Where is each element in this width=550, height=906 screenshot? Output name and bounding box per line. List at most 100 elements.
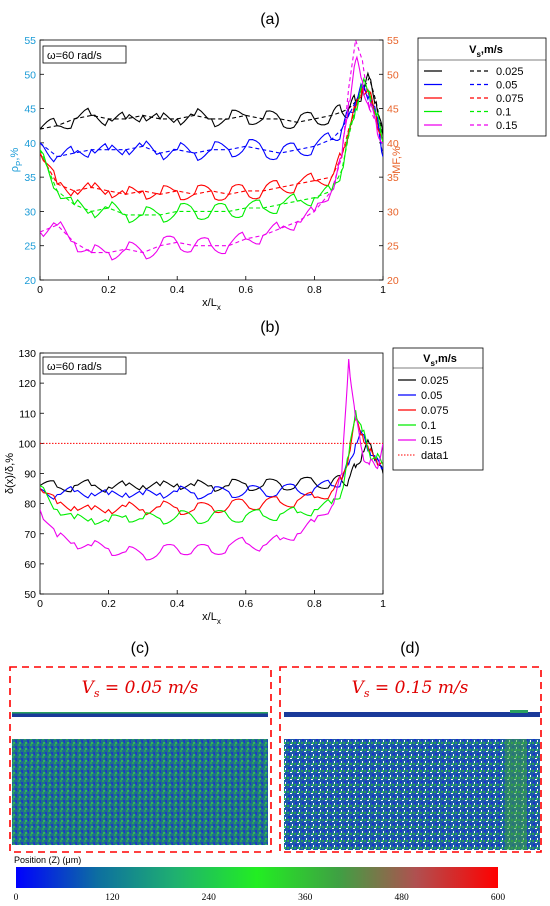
legend-b-box — [392, 347, 484, 471]
legend-b-label-0.15: 0.15 — [421, 435, 442, 447]
chart-a-y2-tick-label: 45 — [387, 104, 399, 116]
colorbar-ticks: 0 120 240 360 480 600 — [14, 893, 506, 903]
chart-b-y-tick-label: 90 — [24, 469, 36, 481]
panel-d-surface-map — [284, 739, 540, 850]
chart-b-x-tick-label: 0 — [37, 598, 43, 610]
chart-a-x-tick-label: 1 — [380, 284, 386, 296]
panel-d-title-var: V — [352, 678, 366, 698]
colorbar-tick-label: 0 — [14, 893, 19, 903]
panel-d-label: (d) — [400, 640, 420, 657]
panel-c-title-var: V — [82, 678, 96, 698]
panel-c-side-strip-edge — [12, 712, 268, 714]
chart-b-annotation-box — [42, 356, 127, 375]
chart-b-x-tick-label: 0.6 — [238, 598, 253, 610]
panel-a-label: (a) — [260, 11, 280, 28]
chart-a-y2-tick-label: 25 — [387, 241, 399, 253]
panel-d-side-bump — [510, 710, 528, 713]
chart-a-y2-tick-label: 30 — [387, 206, 399, 218]
chart-a-annotation: ω=60 rad/s — [47, 50, 102, 62]
legend-a-box — [417, 37, 547, 137]
chart-a-x-tick-label: 0.4 — [170, 284, 185, 296]
chart-a-y-tick-label: 40 — [24, 138, 36, 150]
chart-b: 0 0.2 0.4 0.6 0.8 1 50 60 70 80 90 100 110 120 130 x/Lx… — [4, 348, 386, 626]
chart-b-series-0.1 — [40, 410, 383, 526]
panel-c-side-strip — [12, 712, 268, 717]
chart-b-y-tick-label: 120 — [18, 378, 36, 390]
colorbar-tick-label: 120 — [105, 893, 120, 903]
chart-a-legend: Vs,m/s 0.025 0.050.075 0.10.15 — [417, 37, 547, 137]
panel-d-title-rest: = 0.15 m/s — [370, 678, 469, 698]
colorbar-tick-label: 480 — [394, 893, 409, 903]
panel-d-title-sub: s — [364, 687, 370, 700]
chart-a-x-tick-label: 0.6 — [238, 284, 253, 296]
chart-b-x-axis-label: x/Lx — [202, 611, 221, 626]
chart-b-y-tick-label: 130 — [18, 348, 36, 360]
chart-a-y-axis-label: ρP,% — [9, 148, 24, 173]
legend-b-label-0.025: 0.025 — [421, 375, 449, 387]
chart-a-plot-area — [39, 39, 384, 281]
chart-b-y-tick-label: 80 — [24, 499, 36, 511]
chart-a-y-tick-label: 30 — [24, 206, 36, 218]
chart-a: 0 0.2 0.4 0.6 0.8 120253035404550552025303540… — [9, 35, 403, 312]
colorbar-title: Position (Z) (μm) — [14, 855, 81, 865]
chart-b-annotation: ω=60 rad/s — [47, 361, 102, 373]
chart-a-x-tick-label: 0 — [37, 284, 43, 296]
chart-a-y-tick-label: 45 — [24, 104, 36, 116]
chart-b-y-tick-label: 110 — [19, 408, 36, 420]
chart-a-x-tick-label: 0.8 — [307, 284, 322, 296]
legend-a-label-0.1: 0.1 — [496, 107, 511, 119]
chart-a-series-0.15 — [40, 55, 383, 261]
chart-a-x-axis-label: x/Lx — [202, 297, 221, 312]
chart-a-y2-axis-label: MF,% — [391, 146, 403, 174]
panel-b-label: (b) — [260, 319, 280, 336]
chart-a-series-0.1 — [40, 76, 383, 224]
chart-a-y-tick-label: 20 — [24, 275, 36, 287]
chart-a-y-tick-label: 35 — [24, 172, 36, 184]
colorbar-tick-label: 360 — [298, 893, 313, 903]
colorbar — [16, 867, 498, 888]
chart-a-x-tick-label: 0.2 — [101, 284, 116, 296]
panel-c-title-rest: = 0.05 m/s — [100, 678, 199, 698]
panel-c-title: Vs = 0.05 m/s — [82, 678, 199, 700]
chart-a-series-0.05 — [40, 82, 383, 163]
chart-a-y2-tick-label: 35 — [387, 172, 399, 184]
chart-b-y-axis-label: δ(x)/δ,% — [4, 453, 16, 494]
panel-c-surface-map — [12, 739, 268, 845]
legend-b-label-0.075: 0.075 — [421, 405, 449, 417]
chart-b-y-tick-label: 60 — [24, 559, 36, 571]
panel-c-title-sub: s — [94, 687, 100, 700]
chart-b-x-tick-label: 0.2 — [101, 598, 116, 610]
chart-b-y-tick-label: 50 — [24, 589, 36, 601]
legend-a-label-0.15: 0.15 — [496, 120, 517, 132]
chart-b-x-tick-label: 0.8 — [307, 598, 322, 610]
chart-b-legend: Vs,m/s 0.025 0.05 0.075 0.1 0.15 data1 — [392, 347, 484, 471]
legend-b-label-data1: data1 — [421, 450, 449, 462]
chart-a-y2-tick-label: 55 — [387, 35, 399, 47]
chart-b-y-tick-label: 100 — [18, 438, 36, 450]
chart-a-y-tick-label: 25 — [24, 241, 36, 253]
chart-a-y-tick-label: 55 — [24, 35, 36, 47]
legend-b-title: Vs,m/s — [423, 353, 457, 368]
chart-b-plot-area — [39, 352, 384, 595]
legend-a-label-0.05: 0.05 — [496, 80, 517, 92]
legend-b-label-0.05: 0.05 — [421, 390, 442, 402]
panel-d-edge-band — [505, 739, 527, 850]
panel-c-frame — [9, 666, 272, 853]
panel-d-title: Vs = 0.15 m/s — [352, 678, 469, 700]
chart-b-x-tick-label: 1 — [380, 598, 386, 610]
chart-b-series-0.025 — [40, 438, 383, 493]
panel-d-side-strip — [284, 712, 540, 717]
chart-a-y2-tick-label: 50 — [387, 69, 399, 81]
chart-b-y-tick-label: 70 — [24, 529, 36, 541]
panel-d-frame — [279, 666, 542, 853]
chart-a-series-group — [40, 40, 383, 261]
panel-c-label: (c) — [131, 640, 150, 657]
chart-b-series-group — [40, 358, 383, 561]
legend-a-label-0.075: 0.075 — [496, 93, 524, 105]
chart-a-annotation-box — [42, 45, 127, 64]
legend-a-title: Vs,m/s — [469, 44, 503, 59]
chart-a-y-tick-label: 50 — [24, 69, 36, 81]
chart-a-y2-tick-label: 20 — [387, 275, 399, 287]
colorbar-tick-label: 600 — [491, 893, 506, 903]
